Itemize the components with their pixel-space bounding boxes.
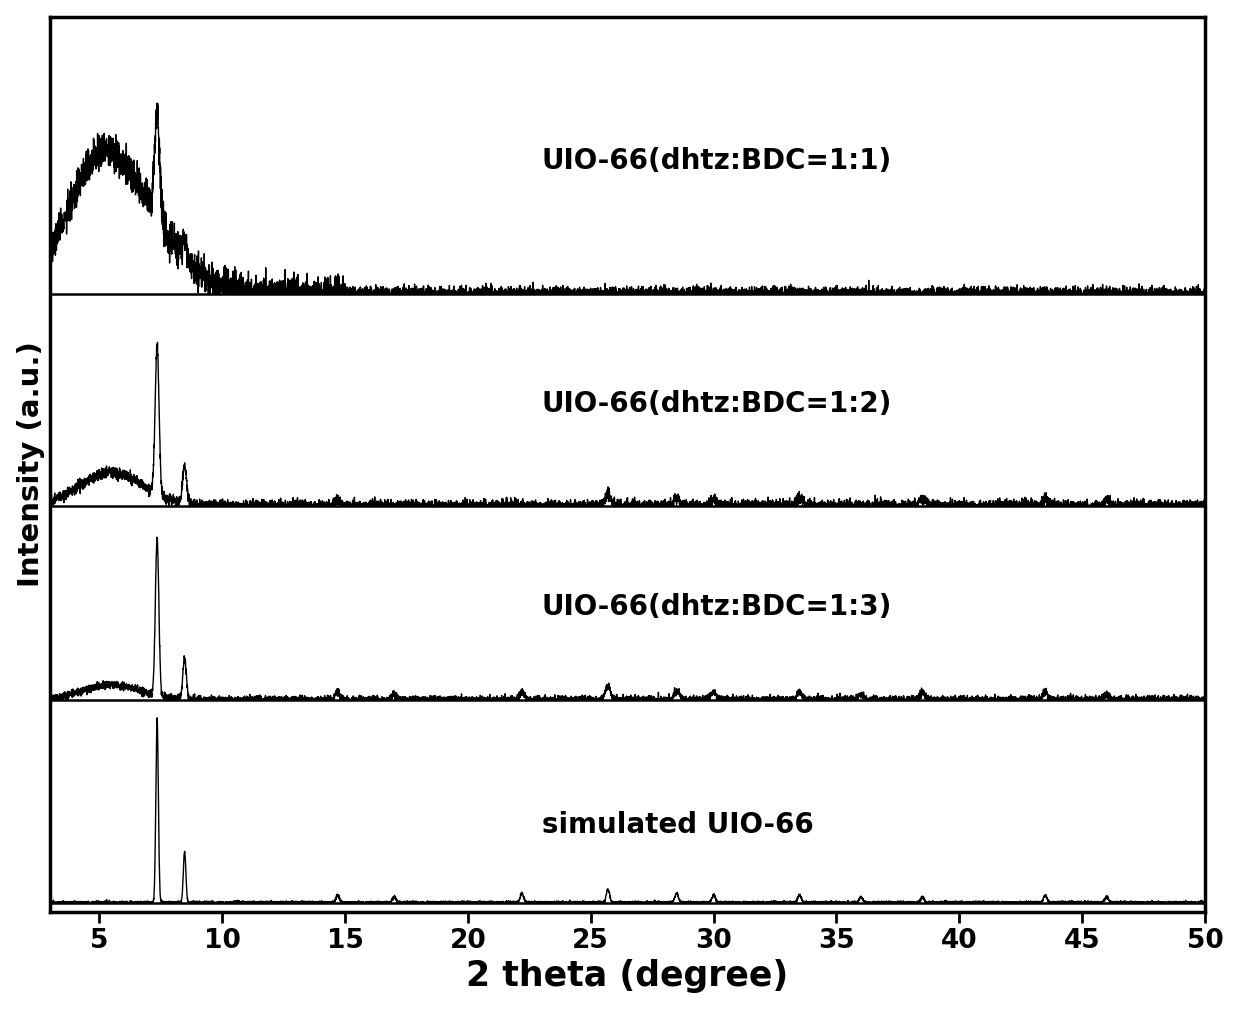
- Text: UIO-66(dhtz:BDC=1:2): UIO-66(dhtz:BDC=1:2): [542, 390, 892, 418]
- Text: UIO-66(dhtz:BDC=1:3): UIO-66(dhtz:BDC=1:3): [542, 593, 892, 621]
- X-axis label: 2 theta (degree): 2 theta (degree): [466, 960, 789, 993]
- Y-axis label: Intensity (a.u.): Intensity (a.u.): [16, 341, 45, 587]
- Text: UIO-66(dhtz:BDC=1:1): UIO-66(dhtz:BDC=1:1): [542, 146, 892, 175]
- Text: simulated UIO-66: simulated UIO-66: [542, 811, 813, 839]
